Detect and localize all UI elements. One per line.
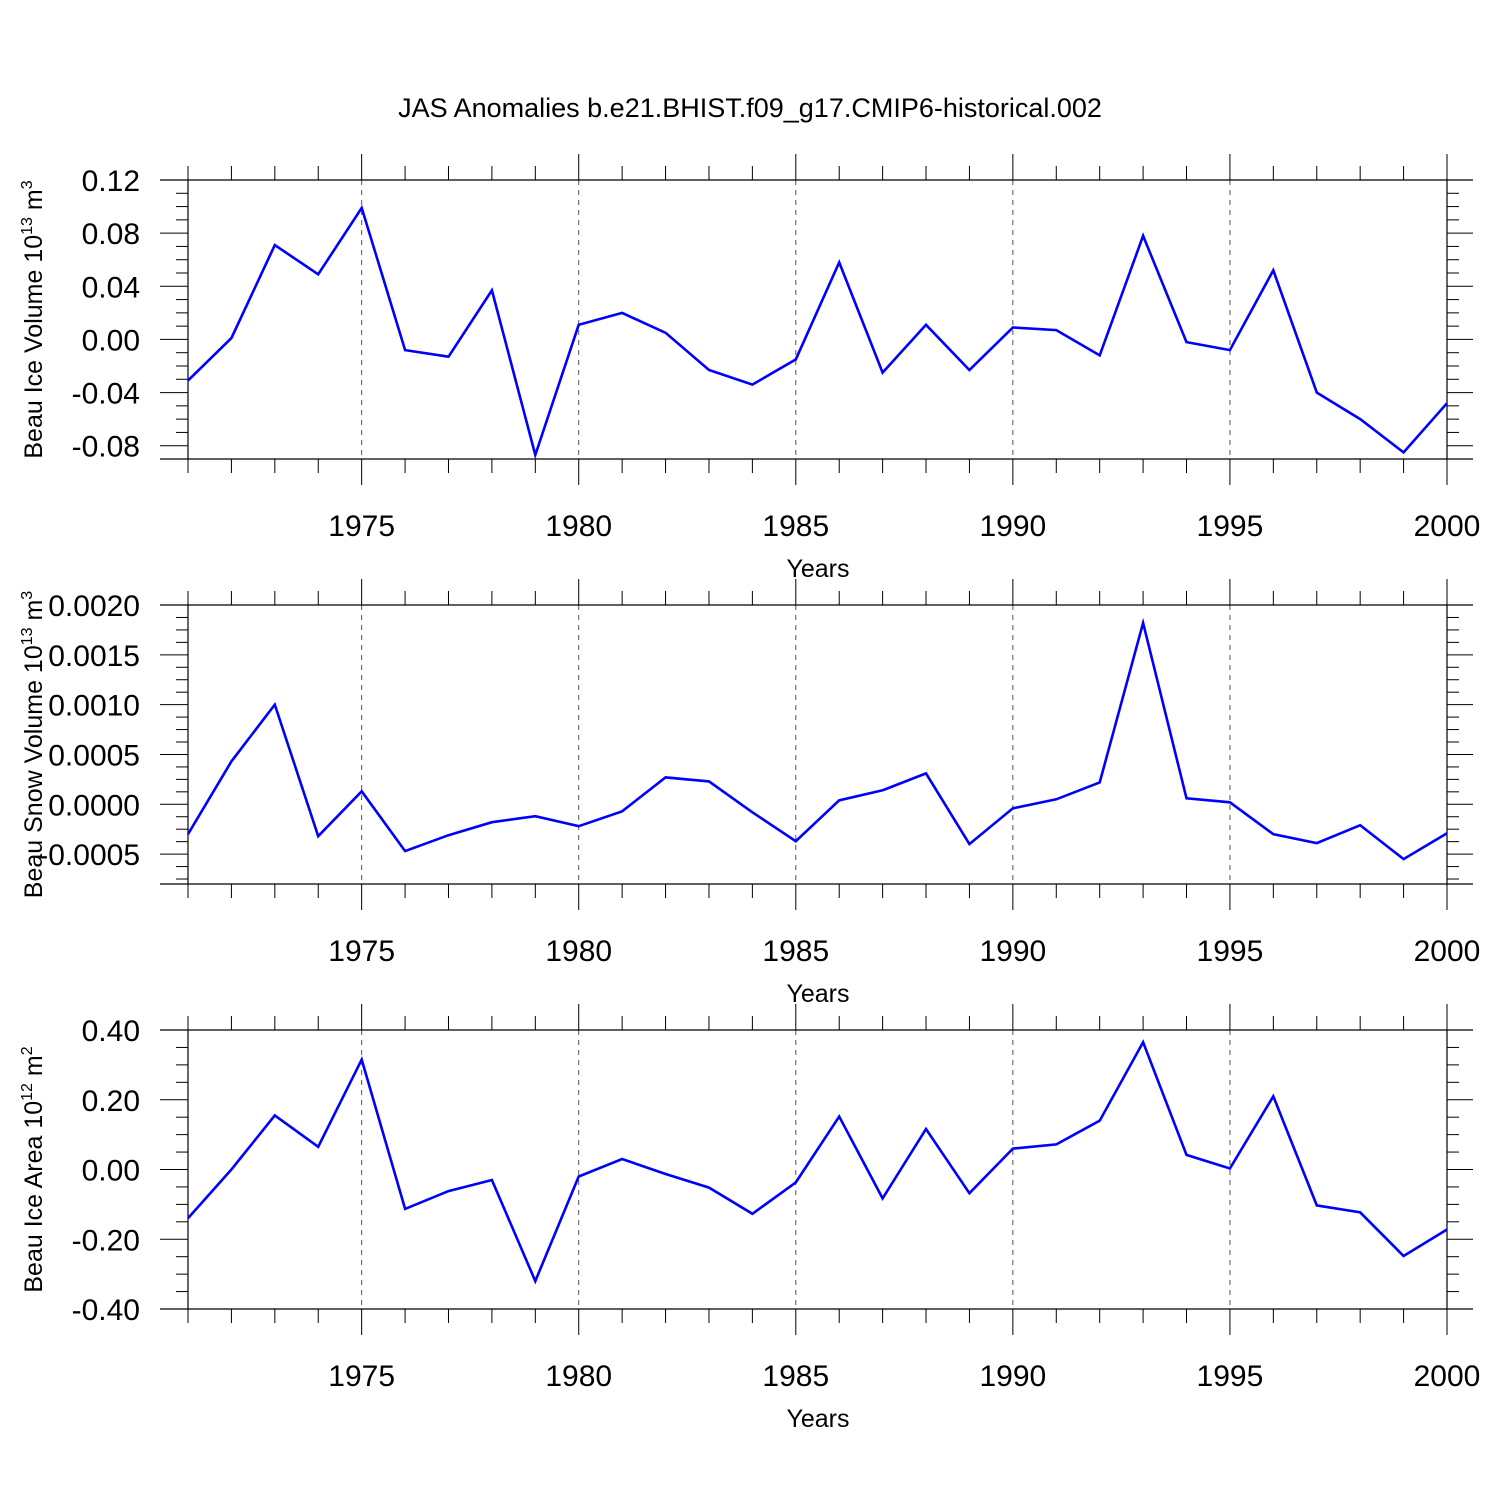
x-tick-label: 1980 xyxy=(545,510,612,543)
x-tick-label: 1990 xyxy=(979,1360,1046,1393)
panel-3: -0.40 -0.20 0.00 0.20 0.40 1975 1980 1985 1990 19… xyxy=(19,1004,1480,1433)
y-tick-label: 0.40 xyxy=(82,1015,140,1048)
y-tick-label: 0.00 xyxy=(82,1155,140,1188)
panel-1: -0.08 -0.04 0.00 0.04 0.08 0.12 1975 1980 1985 19… xyxy=(19,154,1480,583)
x-tick-label: 1975 xyxy=(328,510,395,543)
x-tick-label: 1980 xyxy=(545,1360,612,1393)
y-tick-label: 0.0010 xyxy=(48,690,140,723)
x-axis-title: Years xyxy=(786,1405,849,1433)
y-tick-label: 0.12 xyxy=(82,165,140,198)
y-tick-label: 0.08 xyxy=(82,218,140,251)
y-tick-label: -0.0005 xyxy=(38,839,140,872)
x-tick-label: 1980 xyxy=(545,935,612,968)
x-tick-label: 1985 xyxy=(762,1360,829,1393)
x-tick-label: 1995 xyxy=(1197,935,1264,968)
x-tick-label: 1975 xyxy=(328,935,395,968)
y-tick-label: 0.00 xyxy=(82,324,140,357)
y-axis-title: Beau Ice Volume 1013 m3 xyxy=(19,180,48,458)
y-tick-label: 0.20 xyxy=(82,1085,140,1118)
x-tick-label: 1995 xyxy=(1197,1360,1264,1393)
x-tick-label: 1990 xyxy=(979,510,1046,543)
x-tick-label: 1975 xyxy=(328,1360,395,1393)
series-line xyxy=(187,204,1448,460)
series-line xyxy=(186,617,1448,861)
y-tick-label: -0.08 xyxy=(72,431,140,464)
y-tick-label: 0.0015 xyxy=(48,640,140,673)
x-axis-title: Years xyxy=(786,555,849,583)
x-tick-label: 1995 xyxy=(1197,510,1264,543)
y-tick-label: 0.04 xyxy=(82,271,140,304)
chart-title: JAS Anomalies b.e21.BHIST.f09_g17.CMIP6-… xyxy=(398,93,1102,123)
y-tick-label: -0.20 xyxy=(72,1224,140,1257)
y-tick-label: 0.0005 xyxy=(48,739,140,772)
x-tick-label: 1985 xyxy=(762,935,829,968)
x-axis-title: Years xyxy=(786,980,849,1008)
x-tick-label: 2000 xyxy=(1414,935,1481,968)
y-tick-label: 0.0000 xyxy=(48,789,140,822)
x-tick-label: 2000 xyxy=(1414,1360,1481,1393)
y-tick-label: 0.0020 xyxy=(48,590,140,623)
x-tick-label: 2000 xyxy=(1414,510,1481,543)
x-tick-label: 1985 xyxy=(762,510,829,543)
series-line xyxy=(187,1039,1448,1285)
y-axis-title: Beau Snow Volume 1013 m3 xyxy=(19,591,48,899)
y-tick-label: -0.04 xyxy=(72,378,140,411)
y-axis-title: Beau Ice Area 1012 m2 xyxy=(19,1046,48,1292)
y-tick-label: -0.40 xyxy=(72,1294,140,1327)
x-tick-label: 1990 xyxy=(979,935,1046,968)
panel-2: -0.0005 0.0000 0.0005 0.0010 0.0015 0.0020 197… xyxy=(19,579,1480,1008)
